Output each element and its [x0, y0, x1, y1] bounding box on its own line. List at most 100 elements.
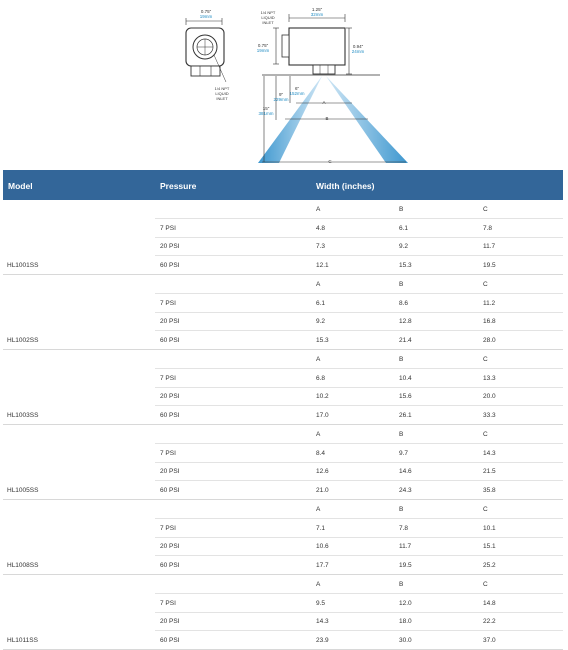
pressure-cell: 20 PSI: [160, 243, 180, 250]
top-inlet-line3: INLET: [262, 20, 274, 25]
label-a: A: [322, 100, 325, 105]
width-label-row: A B C: [155, 425, 563, 444]
col-label-a: A: [316, 281, 321, 288]
width-c-cell: 16.8: [483, 318, 496, 325]
label-c: C: [328, 159, 332, 164]
table-row: 60 PSI 17.0 26.1 33.3: [155, 406, 563, 424]
width-b-cell: 24.3: [399, 486, 412, 494]
side-width-in: 0.75": [201, 9, 212, 14]
width-label-row: A B C: [155, 275, 563, 294]
col-label-b: B: [399, 431, 404, 438]
pressure-cell: 20 PSI: [160, 618, 180, 625]
width-c-cell: 11.7: [483, 243, 496, 250]
col-label-c: C: [483, 281, 488, 288]
col-label-a: A: [316, 356, 321, 363]
table-row: 60 PSI 21.0 24.3 35.8: [155, 481, 563, 499]
width-a-cell: 14.3: [316, 618, 329, 625]
width-b-cell: 21.4: [399, 336, 412, 344]
model-cell: HL1008SS: [7, 562, 39, 569]
side-inlet-line3: INLET: [216, 96, 228, 101]
width-c-cell: 20.0: [483, 393, 496, 400]
d15-mm: 381mm: [258, 111, 273, 116]
width-b-cell: 12.8: [399, 318, 412, 325]
side-inlet-line1: 1/4 NPT: [215, 86, 230, 91]
width-c-cell: 14.3: [483, 449, 496, 457]
pressure-cell: 60 PSI: [160, 561, 180, 569]
width-a-cell: 23.9: [316, 636, 329, 644]
col-label-c: C: [483, 206, 488, 213]
table-row: 20 PSI 12.6 14.6 21.5: [155, 462, 563, 481]
width-label-row: A B C: [155, 500, 563, 519]
table-body: A B C 7 PSI 4.8 6.1 7.8 20 PSI 7.3 9.2 11.7 60 PSI 1…: [3, 200, 563, 650]
col-label-a: A: [316, 506, 321, 513]
pressure-cell: 20 PSI: [160, 468, 180, 475]
model-group: A B C 7 PSI 6.8 10.4 13.3 20 PSI 10.2 15.6 20.0 60 …: [3, 350, 563, 425]
pressure-cell: 7 PSI: [160, 299, 176, 307]
width-a-cell: 17.7: [316, 561, 329, 569]
model-cell: HL1011SS: [7, 637, 38, 644]
header-width: Width (inches): [316, 181, 375, 191]
total-h-mm: 24mm: [352, 49, 365, 54]
width-a-cell: 7.3: [316, 243, 326, 250]
col-label-c: C: [483, 506, 488, 513]
header-pressure: Pressure: [160, 181, 197, 191]
table-row: 7 PSI 6.8 10.4 13.3: [155, 369, 563, 388]
model-group: A B C 7 PSI 9.5 12.0 14.8 20 PSI 14.3 18.0 22.2 60 …: [3, 575, 563, 650]
pressure-cell: 20 PSI: [160, 543, 180, 550]
width-label-row: A B C: [155, 575, 563, 594]
width-b-cell: 7.8: [399, 524, 409, 532]
table-row: 60 PSI 15.3 21.4 28.0: [155, 331, 563, 349]
width-a-cell: 6.8: [316, 374, 326, 382]
col-label-c: C: [483, 356, 488, 363]
table-row: 7 PSI 6.1 8.6 11.2: [155, 294, 563, 313]
pressure-cell: 7 PSI: [160, 374, 176, 382]
width-c-cell: 21.5: [483, 468, 496, 475]
table-row: 60 PSI 17.7 19.5 25.2: [155, 556, 563, 574]
width-a-cell: 15.3: [316, 336, 329, 344]
width-c-cell: 33.3: [483, 411, 496, 419]
header-model: Model: [8, 181, 33, 191]
table-row: 7 PSI 8.4 9.7 14.3: [155, 444, 563, 463]
table-row: 20 PSI 14.3 18.0 22.2: [155, 612, 563, 631]
width-a-cell: 12.1: [316, 261, 329, 269]
table-row: 7 PSI 7.1 7.8 10.1: [155, 519, 563, 538]
pressure-cell: 60 PSI: [160, 636, 180, 644]
width-c-cell: 35.8: [483, 486, 496, 494]
col-label-b: B: [399, 356, 404, 363]
side-width-mm: 19mm: [200, 14, 213, 19]
model-group: A B C 7 PSI 7.1 7.8 10.1 20 PSI 10.6 11.7 15.1 60 P…: [3, 500, 563, 575]
d6-in: 6": [295, 86, 300, 91]
width-b-cell: 11.7: [399, 543, 412, 550]
col-label-a: A: [316, 206, 321, 213]
width-b-cell: 9.2: [399, 243, 409, 250]
width-b-cell: 10.4: [399, 374, 412, 382]
top-width-mm: 32mm: [311, 12, 324, 17]
d15-in: 15": [263, 106, 270, 111]
pressure-cell: 7 PSI: [160, 224, 176, 232]
col-label-b: B: [399, 281, 404, 288]
width-b-cell: 12.0: [399, 599, 412, 607]
width-b-cell: 30.0: [399, 636, 412, 644]
width-c-cell: 10.1: [483, 524, 496, 532]
table-row: 20 PSI 10.6 11.7 15.1: [155, 537, 563, 556]
width-c-cell: 11.2: [483, 299, 496, 307]
d6-mm: 152mm: [289, 91, 304, 96]
table-row: 7 PSI 4.8 6.1 7.8: [155, 219, 563, 238]
top-inlet-line2: LIQUID: [261, 15, 274, 20]
table-row: 20 PSI 10.2 15.6 20.0: [155, 387, 563, 406]
col-label-b: B: [399, 581, 404, 588]
side-inlet-line2: LIQUID: [215, 91, 228, 96]
pressure-cell: 7 PSI: [160, 524, 176, 532]
nozzle-dimension-diagram: 0.75" 19mm 1/4 NPT LIQUID INLET 1/4 NPT …: [185, 7, 408, 164]
width-c-cell: 15.1: [483, 543, 496, 550]
col-label-a: A: [316, 431, 321, 438]
width-a-cell: 9.5: [316, 599, 326, 607]
col-label-c: C: [483, 431, 488, 438]
width-b-cell: 15.3: [399, 261, 412, 269]
model-cell: HL1001SS: [7, 262, 39, 269]
width-label-row: A B C: [155, 350, 563, 369]
pressure-cell: 60 PSI: [160, 261, 180, 269]
width-b-cell: 19.5: [399, 561, 412, 569]
width-b-cell: 6.1: [399, 224, 409, 232]
width-a-cell: 10.6: [316, 543, 329, 550]
